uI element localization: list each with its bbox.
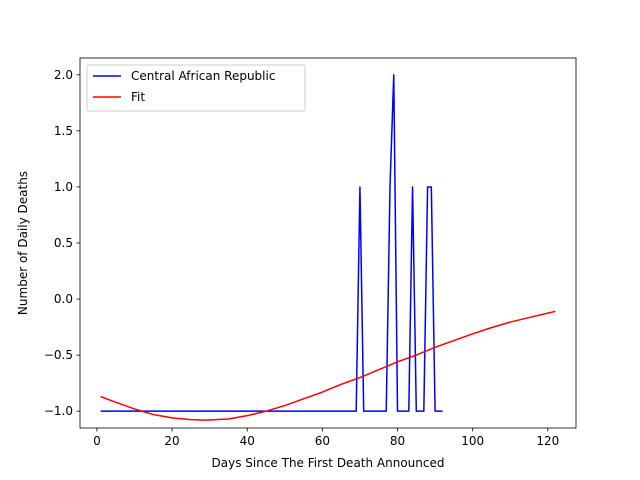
y-tick-label: 0.5 [54,236,73,250]
legend-frame [86,64,306,112]
series-layer [100,74,556,421]
y-tick-label: 1.5 [54,124,73,138]
plot-area [80,58,576,428]
x-tick-label: 40 [240,434,255,448]
plot-frame [79,57,577,429]
x-tick-label: 100 [461,434,484,448]
series-line-2 [100,310,556,421]
x-axis-label: Days Since The First Death Announced [212,456,445,470]
x-tick-label: 20 [164,434,179,448]
y-tick-label: −0.5 [44,348,73,362]
x-tick-label: 120 [536,434,559,448]
y-tick-label: 2.0 [54,68,73,82]
legend-label-series-1: Central African Republic [131,69,275,83]
x-tick-label: 80 [390,434,405,448]
y-tick-label: 0.0 [54,292,73,306]
x-tick-label: 0 [93,434,101,448]
y-axis-ticks: −1.0 −0.5 0.0 0.5 1.0 1.5 2.0 [44,68,80,418]
y-tick-label: 1.0 [54,180,73,194]
x-axis-ticks: 0 20 40 60 80 100 120 [93,428,559,448]
y-tick-label: −1.0 [44,404,73,418]
y-axis-label: Number of Daily Deaths [16,171,30,315]
legend-label-series-2: Fit [131,90,145,104]
x-tick-label: 60 [315,434,330,448]
legend: Central African Republic Fit [86,64,306,112]
series-line-1 [100,74,443,412]
